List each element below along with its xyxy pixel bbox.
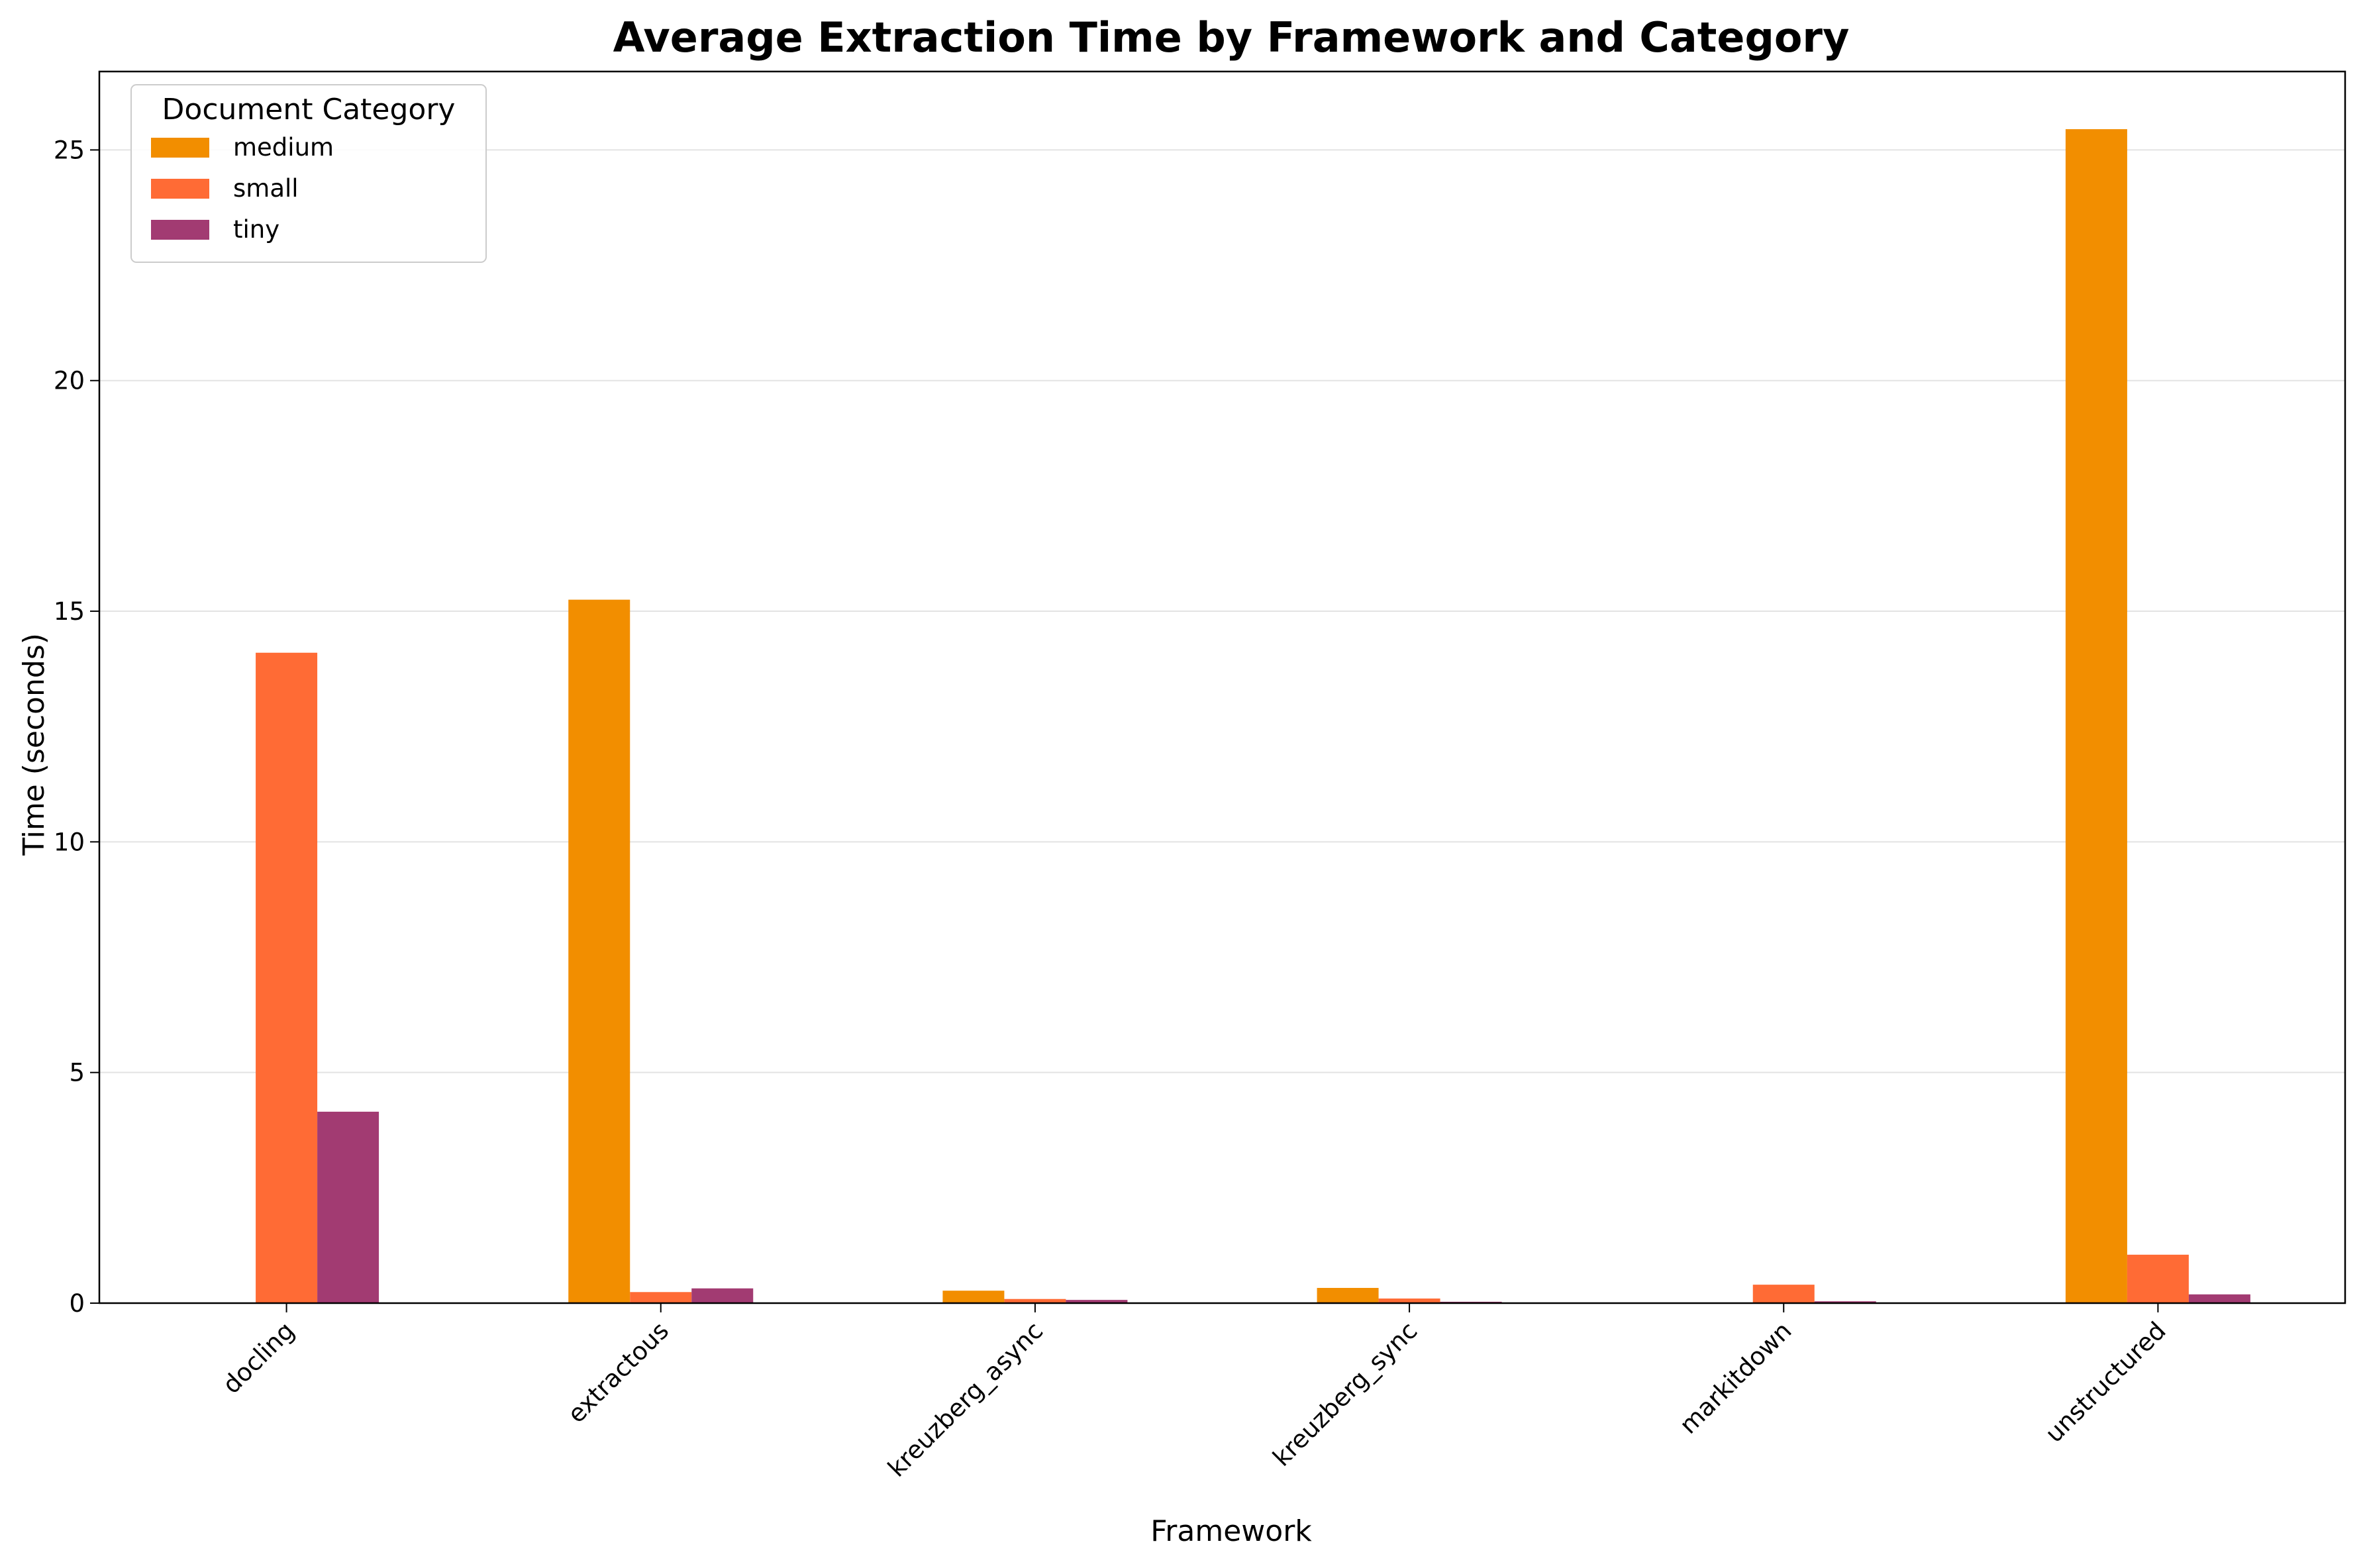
- axes: [98, 70, 2346, 1304]
- bar-medium-extractous: [568, 599, 630, 1304]
- y-tick-label: 25: [54, 136, 85, 164]
- y-axis-label: Time (seconds): [17, 633, 51, 856]
- legend-items: medium small tiny: [151, 133, 334, 244]
- chart-title: Average Extraction Time by Framework and…: [613, 13, 1850, 62]
- bar-small-unstructured: [2127, 1254, 2189, 1303]
- bars: [256, 129, 2250, 1304]
- y-tick-label: 5: [69, 1059, 85, 1087]
- bar-small-markitdown: [1752, 1285, 1815, 1303]
- legend-label-medium: medium: [233, 133, 334, 162]
- x-tick-label: extractous: [562, 1316, 674, 1428]
- legend-label-small: small: [233, 174, 299, 203]
- x-tick-label: kreuzberg_async: [882, 1316, 1048, 1483]
- legend: Document Category medium small tiny: [130, 84, 487, 263]
- bar-tiny-markitdown: [1814, 1301, 1876, 1303]
- y-tick-label: 0: [69, 1289, 85, 1318]
- bar-medium-kreuzberg_async: [942, 1291, 1005, 1303]
- x-tick-label: docling: [217, 1316, 300, 1399]
- legend-frame: [130, 84, 487, 263]
- bar-small-extractous: [630, 1292, 692, 1303]
- gridlines: [99, 149, 2345, 1073]
- bar-medium-kreuzberg_sync: [1317, 1288, 1379, 1303]
- x-tick-label: markitdown: [1674, 1316, 1797, 1440]
- legend-swatch-tiny: [151, 220, 209, 240]
- x-axis-label: Framework: [1150, 1514, 1312, 1548]
- y-tick-label: 20: [54, 367, 85, 395]
- x-tick-label: kreuzberg_sync: [1268, 1316, 1423, 1472]
- y-tick-label: 15: [54, 597, 85, 626]
- bar-tiny-extractous: [691, 1288, 754, 1303]
- x-axis-ticks: docling extractous kreuzberg_async kreuzber…: [217, 1303, 2172, 1483]
- bar-tiny-kreuzberg_async: [1066, 1300, 1128, 1303]
- x-tick-label: unstructured: [2040, 1316, 2172, 1448]
- legend-label-tiny: tiny: [233, 215, 279, 244]
- y-axis-ticks: 0 5 10 15 20 25: [54, 136, 99, 1318]
- legend-swatch-medium: [151, 138, 209, 158]
- bar-medium-unstructured: [2065, 129, 2127, 1304]
- bar-small-docling: [256, 652, 318, 1303]
- bar-tiny-unstructured: [2188, 1294, 2250, 1303]
- y-tick-label: 10: [54, 828, 85, 856]
- plot-frame: [98, 70, 2346, 1304]
- legend-swatch-small: [151, 179, 209, 199]
- legend-title: Document Category: [162, 93, 456, 126]
- bar-small-kreuzberg_sync: [1378, 1298, 1440, 1303]
- bar-small-kreuzberg_async: [1004, 1298, 1066, 1303]
- bar-tiny-docling: [317, 1111, 379, 1303]
